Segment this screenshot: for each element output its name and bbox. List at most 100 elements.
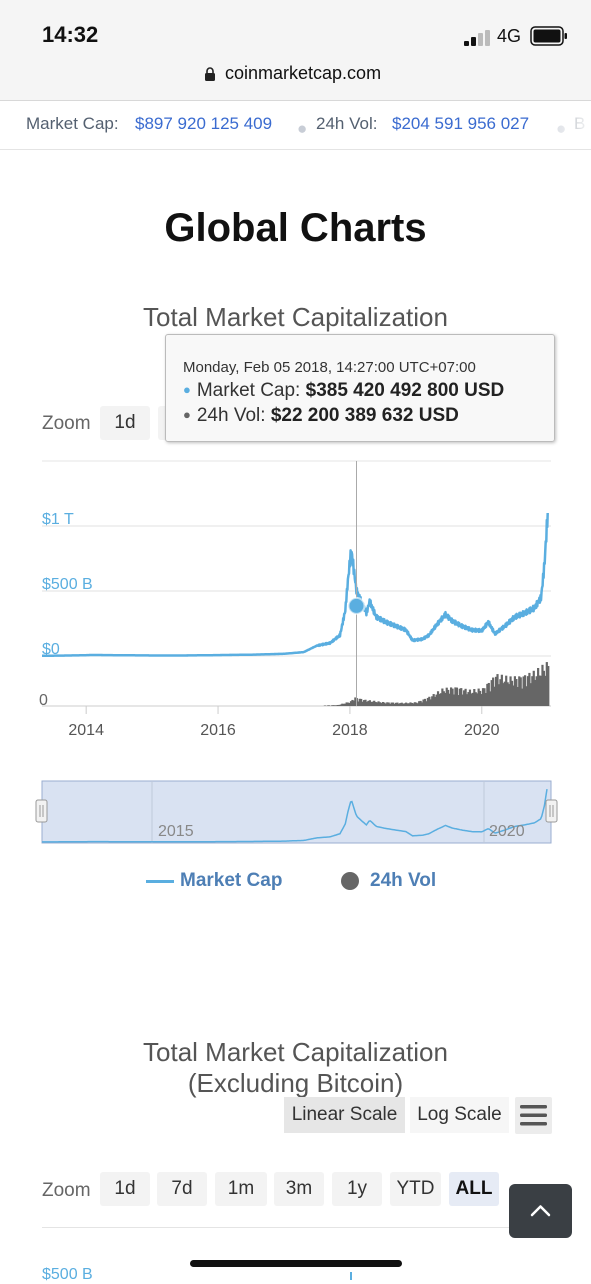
zoom-button-ytd[interactable]: YTD [390,1172,441,1206]
volume-bar [370,701,373,706]
log-scale-button[interactable]: Log Scale [410,1097,509,1133]
global-stats-ticker: Market Cap: $897 920 125 409 ● 24h Vol: … [0,101,591,150]
range-navigator[interactable]: 2015 2020 [0,770,591,860]
zoom-button-1y[interactable]: 1y [332,1172,382,1206]
volume-bar [516,686,519,706]
tooltip-market-cap-label: Market Cap: [196,380,301,401]
volume-bar [448,693,451,706]
zoom-button-7d[interactable]: 7d [157,1172,207,1206]
volume-bar [373,700,376,706]
volume-bar [435,694,438,706]
volume-bar [413,702,416,706]
volume-bar [441,688,444,706]
volume-bar [381,701,385,706]
ticker-separator: ● [297,119,308,138]
volume-bar [361,701,364,706]
volume-bar [522,676,525,706]
ticker-volume-value[interactable]: $204 591 956 027 [392,114,530,133]
volume-bar [386,702,389,706]
volume-bar [344,703,347,706]
chart-menu-button[interactable] [515,1097,552,1134]
volume-bar [338,704,341,706]
signal-icon [464,30,490,46]
volume-bar [333,705,337,706]
volume-bar [434,696,437,706]
linear-scale-button[interactable]: Linear Scale [284,1097,405,1133]
volume-bar [348,702,351,706]
chart-title: Total Market Capitalization [143,302,448,332]
navigator-left-handle[interactable] [35,799,48,823]
ticker-market-cap-value[interactable]: $897 920 125 409 [135,114,273,133]
volume-bar [358,698,361,706]
volume-bar [470,693,473,706]
volume-bar [476,693,479,706]
volume-bar [431,696,434,706]
volume-bar [376,702,379,706]
volume-bar [525,686,528,706]
zoom-button-all[interactable]: ALL [449,1172,499,1206]
volume-bar [442,691,445,706]
volume-bar [422,699,425,706]
navigator-selection[interactable] [41,780,552,844]
market-cap-chart[interactable]: $0 $500 B $1 T 0 2014 2016 2018 2020 [0,450,591,750]
volume-bar [444,692,447,706]
battery-icon [530,26,567,46]
volume-bar [483,688,486,706]
volume-bar [538,675,541,706]
ticker-market-cap-label: Market Cap: [26,114,119,133]
chart2-ytick: $500 B [42,1266,93,1283]
zoom-button-1d[interactable]: 1d [100,406,150,440]
volume-bar [360,698,363,706]
volume-bar [426,697,429,706]
volume-bar [449,687,453,706]
volume-bar [473,688,476,706]
volume-bar [492,677,495,706]
volume-bar [384,703,387,706]
navigator-right-handle[interactable] [545,799,558,823]
volume-bar [460,688,463,706]
navigator-series [42,788,548,843]
volume-bar [439,693,443,706]
volume-bar [339,704,342,706]
volume-bar [545,662,548,706]
zoom-button-1d[interactable]: 1d [100,1172,150,1206]
volume-bar [429,699,432,706]
chart2-top-gridline [42,1227,552,1228]
volume-bar [457,695,460,706]
volume-bar [541,664,544,706]
volume-bar [503,681,506,706]
volume-legend-icon [341,872,359,890]
market-cap-dot-icon: ● [183,382,191,397]
volume-bar [390,702,393,706]
volume-bar [432,694,435,706]
volume-bar [497,684,501,706]
volume-bar [387,702,390,706]
legend-volume[interactable]: 24h Vol [370,870,437,891]
clock: 14:32 [42,22,99,47]
volume-bar [336,704,340,706]
volume-bar [397,703,400,706]
scroll-to-top-button[interactable] [509,1184,572,1238]
x-axis-label: 2018 [332,722,368,739]
volume-bar [412,703,415,706]
volume-bar [365,701,369,706]
volume-bar [464,688,467,706]
volume-bar [380,703,383,706]
tooltip-volume-row: ● 24h Vol: $22 200 389 632 USD [183,405,459,427]
zoom-button-3m[interactable]: 3m [274,1172,324,1206]
volume-bar [357,701,360,706]
volume-bar [468,689,472,706]
market-cap-legend-icon [146,880,174,883]
volume-dot-icon: ● [183,407,191,422]
address-bar-url[interactable]: coinmarketcap.com [225,63,382,83]
chart-tooltip: Monday, Feb 05 2018, 14:27:00 UTC+07:00 … [165,334,555,442]
volume-bar [364,699,367,706]
volume-bar [389,703,392,706]
zoom-button-hidden[interactable] [158,406,168,440]
zoom-button-1m[interactable]: 1m [215,1172,267,1206]
legend-market-cap[interactable]: Market Cap [180,870,283,891]
volume-bar [528,672,531,706]
volume-bar [531,676,534,706]
volume-bar [374,702,377,706]
ticker-volume-label: 24h Vol: [316,114,378,133]
